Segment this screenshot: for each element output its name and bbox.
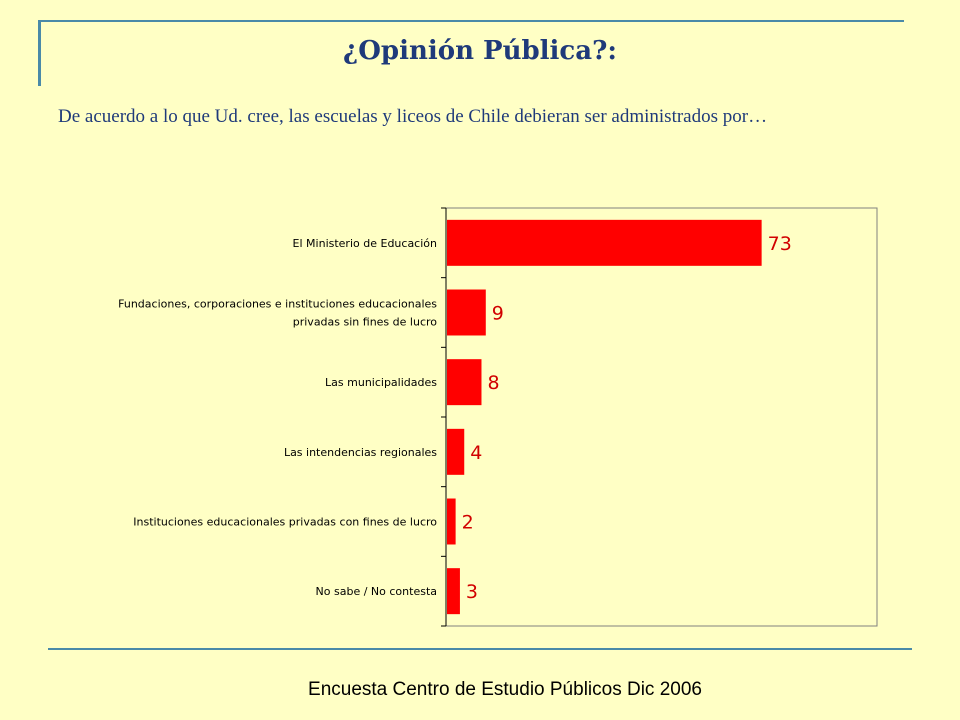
bar bbox=[447, 568, 460, 615]
category-label: privadas sin fines de lucro bbox=[293, 316, 438, 329]
slide-subtitle: De acuerdo a lo que Ud. cree, las escuel… bbox=[58, 106, 768, 127]
data-label: 9 bbox=[492, 303, 504, 325]
slide-title: ¿Opinión Pública?: bbox=[343, 36, 617, 66]
category-label: Fundaciones, corporaciones e institucion… bbox=[118, 298, 437, 311]
data-label: 73 bbox=[768, 233, 792, 255]
category-label: No sabe / No contesta bbox=[316, 585, 437, 598]
left-rule bbox=[38, 20, 41, 86]
bar bbox=[447, 359, 482, 406]
bar bbox=[447, 428, 465, 475]
data-label: 8 bbox=[487, 372, 499, 394]
bar bbox=[447, 498, 456, 545]
data-label: 3 bbox=[466, 581, 478, 603]
category-label: Las municipalidades bbox=[325, 376, 437, 389]
category-label: Instituciones educacionales privadas con… bbox=[133, 516, 437, 529]
bottom-rule bbox=[48, 648, 912, 650]
category-label: El Ministerio de Educación bbox=[293, 237, 437, 250]
category-label: Las intendencias regionales bbox=[284, 446, 437, 459]
data-label: 2 bbox=[462, 512, 474, 534]
source-footer: Encuesta Centro de Estudio Públicos Dic … bbox=[308, 679, 702, 700]
plot-area bbox=[445, 207, 878, 627]
bar bbox=[447, 289, 486, 336]
top-rule bbox=[40, 20, 904, 22]
bar bbox=[447, 219, 762, 266]
data-label: 4 bbox=[470, 442, 482, 464]
